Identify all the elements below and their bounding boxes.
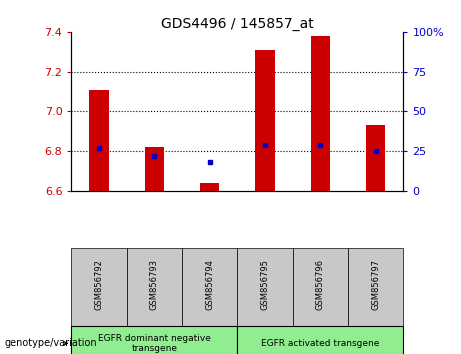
Text: GSM856792: GSM856792 (95, 259, 104, 310)
Bar (366, 125, 385, 191)
Title: GDS4496 / 145857_at: GDS4496 / 145857_at (161, 17, 314, 31)
Text: GSM856794: GSM856794 (205, 259, 214, 310)
Bar (89, 90, 109, 191)
Text: GSM856793: GSM856793 (150, 259, 159, 310)
Bar (200, 183, 219, 191)
Text: genotype/variation: genotype/variation (5, 338, 97, 348)
Text: GSM856796: GSM856796 (316, 259, 325, 310)
Bar (255, 50, 275, 191)
Text: GSM856795: GSM856795 (260, 259, 270, 310)
Bar (145, 147, 164, 191)
Bar (311, 36, 330, 191)
Text: EGFR dominant negative
transgene: EGFR dominant negative transgene (98, 334, 211, 353)
Text: GSM856797: GSM856797 (371, 259, 380, 310)
Text: EGFR activated transgene: EGFR activated transgene (261, 339, 379, 348)
